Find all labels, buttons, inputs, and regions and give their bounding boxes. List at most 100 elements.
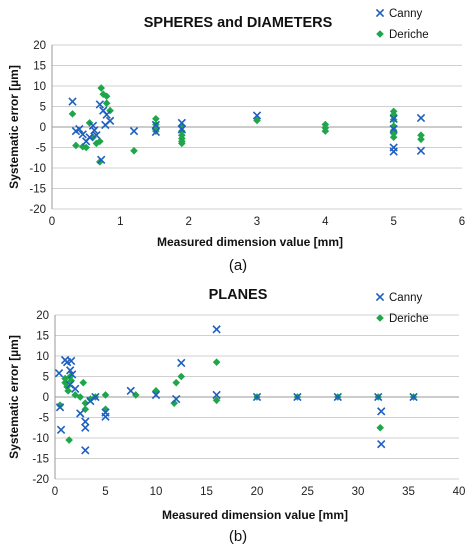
deriche-point	[101, 405, 110, 414]
legend-deriche-icon	[376, 314, 384, 322]
x-tick-label: 30	[352, 486, 365, 498]
legend: Canny Deriche	[375, 292, 429, 325]
x-tick-label: 0	[49, 216, 55, 228]
canny-point	[126, 386, 135, 396]
deriche-point	[417, 135, 425, 144]
canny-point	[56, 425, 66, 434]
canny-point	[177, 118, 186, 128]
x-tick-label: 5	[390, 216, 396, 228]
canny-point	[416, 113, 426, 123]
legend-canny-marker	[375, 8, 385, 18]
canny-point	[75, 124, 84, 134]
canny-point	[102, 110, 111, 119]
chart-title: SPHERES and DIAMETERS	[144, 15, 333, 31]
legend-canny-marker	[375, 292, 385, 302]
deriche-point	[97, 84, 105, 92]
deriche-point	[178, 139, 186, 148]
gridlines	[54, 314, 459, 480]
canny-point	[252, 392, 262, 402]
canny-point	[105, 116, 115, 126]
legend-deriche-label: Deriche	[389, 313, 429, 325]
x-tick-labels: 0 1 2 3 4 5 6	[49, 216, 465, 228]
deriche-point	[130, 146, 138, 155]
x-tick-label: 20	[251, 486, 264, 498]
deriche-point	[321, 127, 330, 135]
canny-point	[151, 127, 161, 137]
canny-point	[252, 111, 262, 120]
canny-point	[68, 370, 77, 379]
y-tick-label: 0	[43, 392, 49, 404]
deriche-point	[96, 137, 104, 146]
legend-deriche-marker	[376, 314, 384, 322]
canny-point	[78, 130, 87, 139]
deriche-point	[212, 358, 221, 366]
canny-point	[66, 356, 76, 366]
canny-point	[389, 124, 398, 134]
deriche-point	[65, 436, 73, 444]
x-tick-label: 0	[52, 486, 58, 498]
canny-point	[374, 392, 383, 402]
x-axis-label: Measured dimension value [mm]	[157, 235, 343, 249]
legend-canny-label: Canny	[389, 8, 422, 20]
y-axis-label: Systematic error [µm]	[7, 335, 21, 459]
canny-point	[81, 423, 90, 432]
deriche-point	[82, 143, 90, 152]
canny-point	[172, 394, 181, 404]
deriche-point	[68, 110, 77, 118]
x-tick-label: 5	[102, 486, 108, 498]
y-tick-labels: 20 15 10 5 0 -5 -10 -15 -20	[29, 40, 46, 216]
legend-canny-icon	[375, 8, 385, 18]
y-tick-label: -5	[39, 413, 49, 425]
canny-point	[76, 409, 85, 418]
x-tick-labels: 0 5 10 15 20 25 30 35 40	[52, 486, 466, 498]
y-tick-labels: 20 15 10 5 0 -5 -10 -15 -20	[32, 310, 49, 486]
canny-point	[212, 325, 221, 334]
legend: Canny Deriche	[375, 8, 429, 41]
y-tick-label: -15	[29, 184, 46, 196]
deriche-point	[101, 391, 110, 399]
y-tick-label: 15	[33, 61, 46, 73]
y-tick-label: -20	[29, 204, 46, 216]
deriche-point	[102, 99, 111, 108]
legend-canny-icon	[375, 292, 385, 302]
canny-point	[333, 392, 342, 402]
deriche-point	[389, 122, 398, 130]
data-points	[68, 84, 426, 166]
canny-point	[68, 97, 77, 106]
y-tick-label: 20	[36, 310, 49, 322]
canny-point	[91, 392, 100, 402]
y-tick-label: 0	[40, 122, 46, 134]
x-tick-label: 40	[453, 486, 466, 498]
deriche-point	[76, 393, 85, 401]
x-axis-label: Measured dimension value [mm]	[162, 508, 348, 522]
y-tick-label: 20	[33, 40, 46, 52]
chart-panel-spheres: 20 15 10 5 0 -5 -10 -15 -20 0 1 2 3 4 5 6 SPHERES and …	[7, 8, 465, 274]
deriche-point	[78, 142, 87, 151]
x-tick-label: 10	[150, 486, 163, 498]
canny-point	[389, 147, 398, 156]
x-tick-label: 35	[402, 486, 415, 498]
deriche-point	[79, 378, 88, 387]
caption-a: (a)	[229, 257, 247, 274]
deriche-point	[376, 423, 385, 432]
chart-panel-planes: 20 15 10 5 0 -5 -10 -15 -20 0 5 10 15 20 25 30 35 40 PLA…	[7, 287, 465, 545]
y-axis-label: Systematic error [µm]	[7, 65, 21, 189]
canny-point	[97, 155, 106, 164]
deriche-point	[389, 133, 398, 142]
canny-point	[377, 407, 386, 416]
y-tick-label: 10	[33, 81, 46, 93]
chart-title: PLANES	[209, 287, 268, 303]
deriche-point	[132, 391, 140, 399]
canny-point	[81, 417, 90, 426]
deriche-point	[178, 127, 186, 135]
canny-point	[212, 390, 221, 400]
deriche-point	[64, 387, 72, 395]
canny-point	[151, 120, 161, 130]
y-tick-label: -20	[32, 474, 49, 486]
x-tick-label: 3	[254, 216, 260, 228]
canny-point	[81, 446, 90, 455]
x-tick-label: 2	[185, 216, 191, 228]
x-tick-label: 25	[301, 486, 314, 498]
x-tick-label: 1	[117, 216, 123, 228]
